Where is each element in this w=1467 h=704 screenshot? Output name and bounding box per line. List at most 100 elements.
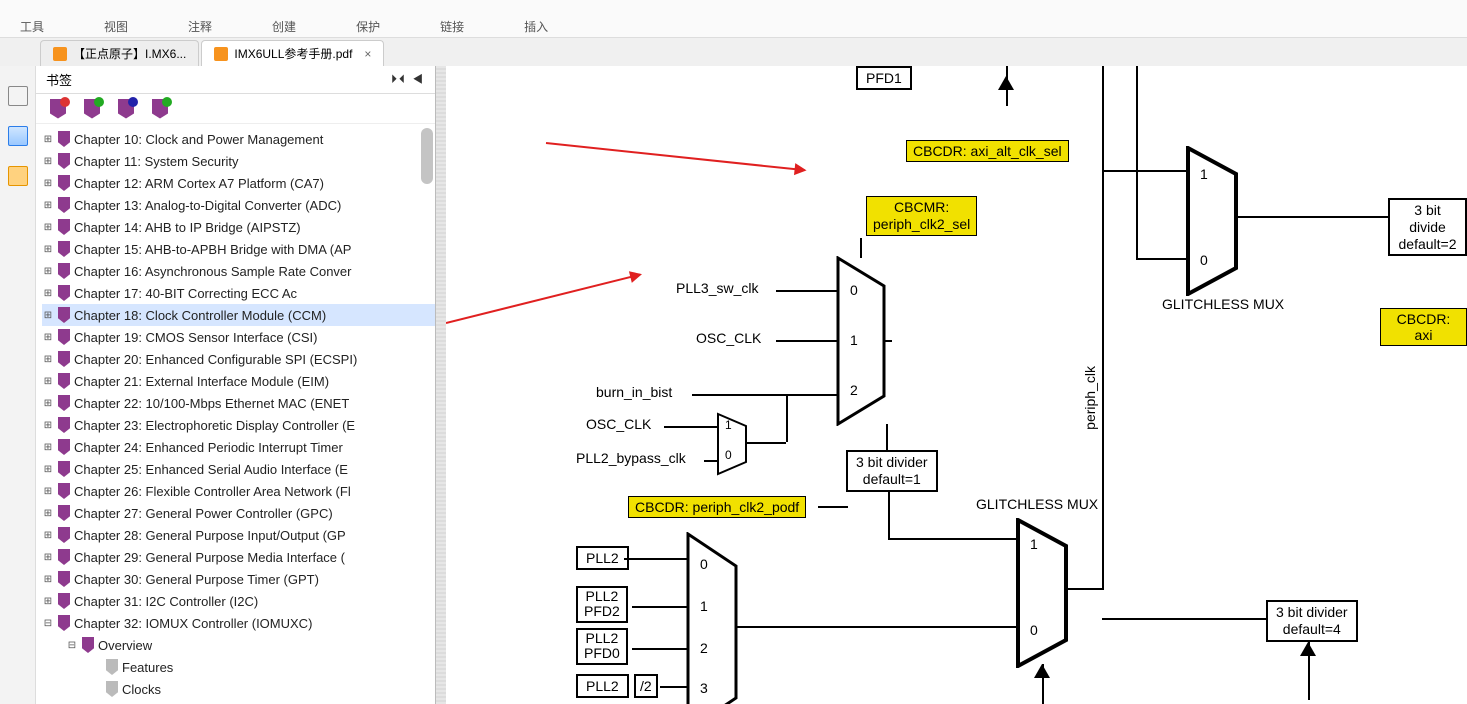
toolbar-group[interactable]: 注释	[188, 18, 212, 35]
wire	[746, 442, 786, 444]
expand-icon[interactable]: ⊞	[42, 266, 54, 277]
tab-doc-2[interactable]: IMX6ULL参考手册.pdf ×	[201, 40, 384, 66]
bookmark-item[interactable]: Clocks	[42, 678, 435, 700]
pdf-viewport[interactable]: PFD1 CBCDR: axi_alt_clk_sel CBCMR: perip…	[446, 66, 1467, 704]
expand-icon[interactable]: ⊟	[66, 640, 78, 651]
bookmark-icon	[58, 505, 70, 521]
expand-icon[interactable]: ⊞	[42, 376, 54, 387]
bookmark-item[interactable]: ⊟Overview	[42, 634, 435, 656]
bookmark-item[interactable]: ⊞Chapter 29: General Purpose Media Inter…	[42, 546, 435, 568]
bookmark-item[interactable]: ⊞Chapter 22: 10/100-Mbps Ethernet MAC (E…	[42, 392, 435, 414]
bookmark-item[interactable]: ⊞Chapter 11: System Security	[42, 150, 435, 172]
bookmark-item[interactable]: ⊟Chapter 32: IOMUX Controller (IOMUXC)	[42, 612, 435, 634]
signal-label: PLL3_sw_clk	[676, 280, 759, 296]
expand-icon[interactable]: ⊞	[42, 420, 54, 431]
tab-doc-1[interactable]: 【正点原子】I.MX6...	[40, 40, 199, 66]
expand-icon[interactable]: ⊞	[42, 222, 54, 233]
bookmark-label: Chapter 18: Clock Controller Module (CCM…	[74, 308, 326, 323]
wire	[886, 424, 888, 452]
wire	[1136, 258, 1188, 260]
expand-icon[interactable]: ⊞	[42, 464, 54, 475]
expand-icon[interactable]: ⊞	[42, 200, 54, 211]
wire	[704, 460, 718, 462]
mux-port: 0	[850, 282, 858, 298]
expand-icon[interactable]: ⊞	[42, 596, 54, 607]
mux-port: 2	[850, 382, 858, 398]
wire	[888, 538, 1018, 540]
expand-icon[interactable]: ⊞	[42, 288, 54, 299]
mux-port: 0	[700, 556, 708, 572]
bookmark-icon	[58, 285, 70, 301]
toolbar-group[interactable]: 保护	[356, 18, 380, 35]
bookmark-item[interactable]: ⊞ Chapter 21: External Interface Module (…	[42, 370, 435, 392]
expand-icon[interactable]: ⊞	[42, 354, 54, 365]
bookmark-item[interactable]: ⊞Chapter 12: ARM Cortex A7 Platform (CA7…	[42, 172, 435, 194]
toolbar-group[interactable]: 插入	[524, 18, 548, 35]
bookmarks-panel: 书签 ⏵⏴ ◀ ⊞Chapter 10: Clock and Power Man…	[36, 66, 436, 704]
toolbar-group[interactable]: 工具	[20, 18, 44, 35]
bookmark-item[interactable]: ⊞Chapter 16: Asynchronous Sample Rate Co…	[42, 260, 435, 282]
annotation-arrow	[546, 142, 805, 171]
bookmark-icon	[58, 593, 70, 609]
arrow-up-icon	[1034, 664, 1050, 678]
bookmark-item[interactable]: ⊞Chapter 23: Electrophoretic Display Con…	[42, 414, 435, 436]
bookmark-item[interactable]: ⊞Chapter 24: Enhanced Periodic Interrupt…	[42, 436, 435, 458]
bookmark-item[interactable]: ⊞Chapter 13: Analog-to-Digital Converter…	[42, 194, 435, 216]
wire	[1234, 216, 1390, 218]
bookmark-item[interactable]: ⊞Chapter 14: AHB to IP Bridge (AIPSTZ)	[42, 216, 435, 238]
page-icon[interactable]	[8, 86, 28, 106]
bookmark-goto-icon[interactable]	[118, 99, 134, 119]
bookmark-item[interactable]: Features	[42, 656, 435, 678]
bookmark-item[interactable]: ⊞Chapter 27: General Power Controller (G…	[42, 502, 435, 524]
box-line: PFD0	[584, 646, 620, 661]
wire	[776, 290, 838, 292]
bookmark-item[interactable]: ⊞Chapter 20: Enhanced Configurable SPI (…	[42, 348, 435, 370]
bookmark-tree[interactable]: ⊞Chapter 10: Clock and Power Management⊞…	[36, 124, 435, 704]
expand-icon[interactable]: ⊞	[42, 332, 54, 343]
expand-icon[interactable]: ⊟	[42, 618, 54, 629]
bookmark-icon	[58, 219, 70, 235]
bookmark-label: Chapter 21: External Interface Module (E…	[74, 374, 329, 389]
expand-icon[interactable]: ⊞	[42, 398, 54, 409]
wire	[786, 394, 788, 442]
expand-icon[interactable]: ⊞	[42, 574, 54, 585]
bookmark-item[interactable]: ⊞Chapter 30: General Purpose Timer (GPT)	[42, 568, 435, 590]
bookmark-add-icon[interactable]	[84, 99, 100, 119]
bookmark-icon	[106, 681, 118, 697]
bookmark-item[interactable]: ⊞Chapter 17: 40-BIT Correcting ECC Ac	[42, 282, 435, 304]
expand-icon[interactable]: ⊞	[42, 310, 54, 321]
close-icon[interactable]: ×	[364, 47, 371, 61]
bookmark-item[interactable]: ⊞Chapter 31: I2C Controller (I2C)	[42, 590, 435, 612]
copy-icon[interactable]	[8, 126, 28, 146]
bookmark-check-icon[interactable]	[152, 99, 168, 119]
toolbar-group[interactable]: 链接	[440, 18, 464, 35]
bookmark-icon	[58, 307, 70, 323]
panel-nav-buttons[interactable]: ⏵⏴ ◀	[391, 72, 425, 87]
expand-icon[interactable]: ⊞	[42, 508, 54, 519]
bookmark-item[interactable]: ⊞Chapter 25: Enhanced Serial Audio Inter…	[42, 458, 435, 480]
splitter[interactable]	[436, 66, 446, 704]
expand-icon[interactable]: ⊞	[42, 156, 54, 167]
toolbar-group[interactable]: 创建	[272, 18, 296, 35]
expand-icon[interactable]: ⊞	[42, 134, 54, 145]
bookmark-item[interactable]: ⊞Chapter 19: CMOS Sensor Interface (CSI)	[42, 326, 435, 348]
toolbar-group[interactable]: 视图	[104, 18, 128, 35]
bookmark-item[interactable]: ⊞Chapter 26: Flexible Controller Area Ne…	[42, 480, 435, 502]
expand-icon[interactable]: ⊞	[42, 486, 54, 497]
comment-icon[interactable]	[8, 166, 28, 186]
mux-port: 1	[1030, 536, 1038, 552]
bookmark-item[interactable]: ⊞ Chapter 18: Clock Controller Module (CC…	[42, 304, 435, 326]
expand-icon[interactable]: ⊞	[42, 530, 54, 541]
bookmark-item[interactable]: ⊞Chapter 28: General Purpose Input/Outpu…	[42, 524, 435, 546]
wire	[1102, 618, 1268, 620]
expand-icon[interactable]: ⊞	[42, 178, 54, 189]
expand-icon[interactable]: ⊞	[42, 442, 54, 453]
bookmark-item[interactable]: ⊞Chapter 15: AHB-to-APBH Bridge with DMA…	[42, 238, 435, 260]
block-divider-1: 3 bit divider default=1	[846, 450, 938, 492]
expand-icon[interactable]: ⊞	[42, 244, 54, 255]
mux-port: 0	[725, 448, 732, 462]
scrollbar-thumb[interactable]	[421, 128, 433, 184]
bookmark-delete-icon[interactable]	[50, 99, 66, 119]
bookmark-item[interactable]: ⊞Chapter 10: Clock and Power Management	[42, 128, 435, 150]
expand-icon[interactable]: ⊞	[42, 552, 54, 563]
